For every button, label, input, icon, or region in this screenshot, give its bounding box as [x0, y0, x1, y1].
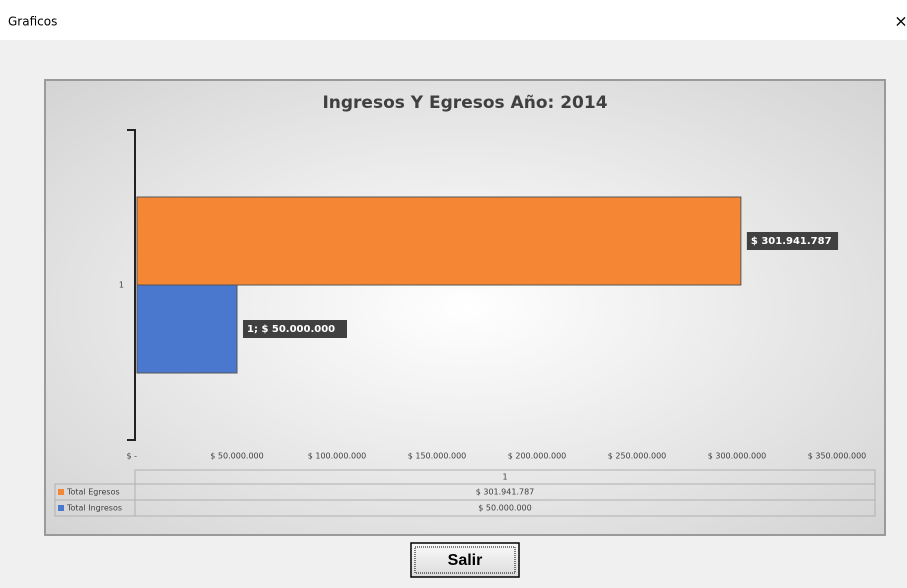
- y-axis: [127, 129, 136, 441]
- plot: $ - $ 50.000.000 $ 100.000.000 $ 150.000.00…: [54, 129, 876, 517]
- legend-label: Total Ingresos: [66, 504, 122, 513]
- x-tick-label: $ 50.000.000: [210, 452, 263, 461]
- y-tick-label: 1: [119, 281, 124, 290]
- button-focus: [414, 546, 516, 574]
- x-tick-label: $ 200.000.000: [508, 452, 567, 461]
- button-label[interactable]: Salir: [448, 552, 483, 569]
- window-title: Graficos: [8, 15, 57, 29]
- data-label-box: [243, 320, 347, 338]
- data-label-box: [746, 232, 839, 250]
- x-tick-label: $ 300.000.000: [708, 452, 767, 461]
- data-label: 1; $ 50.000.000: [247, 324, 335, 335]
- data-label: $ 301.941.787: [751, 236, 832, 247]
- salir-button[interactable]: [410, 542, 520, 578]
- bar: [136, 196, 742, 286]
- table-header: 1: [502, 473, 507, 482]
- legend-key: [58, 505, 64, 511]
- close-button[interactable]: ×: [894, 12, 907, 31]
- legend-key: [58, 489, 64, 495]
- table-row: [54, 499, 876, 517]
- x-tick-label: $ 250.000.000: [608, 452, 667, 461]
- x-tick-label: $ -: [126, 452, 137, 461]
- x-tick-label: $ 100.000.000: [308, 452, 367, 461]
- x-tick-label: $ 350.000.000: [808, 452, 867, 461]
- table-cell: $ 301.941.787: [476, 488, 535, 497]
- bar: [136, 284, 238, 374]
- title-bar: [0, 0, 907, 40]
- chart-title: Ingresos Y Egresos Año: 2014: [322, 93, 607, 113]
- table-cell: $ 50.000.000: [478, 504, 531, 513]
- x-tick-label: $ 150.000.000: [408, 452, 467, 461]
- legend-label: Total Egresos: [66, 488, 120, 497]
